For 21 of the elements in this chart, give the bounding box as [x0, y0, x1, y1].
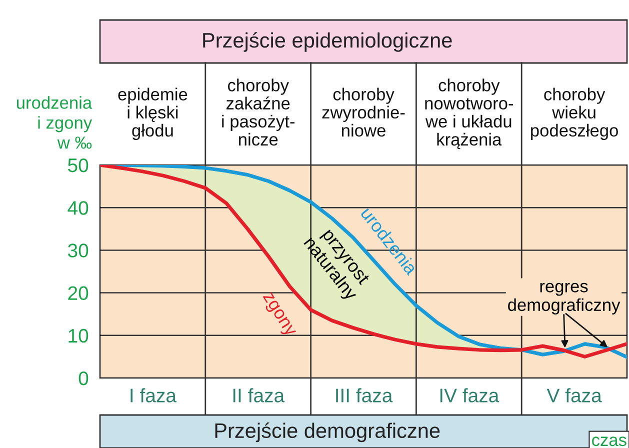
y-axis-title: urodzenia i zgony w ‰	[16, 96, 92, 149]
text: III faza	[336, 388, 393, 402]
text: II faza	[233, 388, 285, 402]
y-tick-label: 20	[68, 286, 88, 300]
text: choroby wieku podeszłego	[531, 88, 618, 140]
y-tick-label: 10	[68, 328, 88, 343]
y-tick-label: 50	[68, 158, 88, 172]
text: V faza	[546, 388, 602, 402]
annotation: regres demograficzny	[508, 282, 620, 314]
text: choroby zakaźne i pasożyt- nicze	[222, 78, 294, 146]
x-axis-title: czas	[592, 436, 626, 446]
text: choroby nowotworo- we i układu krążenia	[425, 78, 513, 150]
y-tick-label: 40	[68, 201, 88, 215]
text: choroby zwyrodnie- niowe	[322, 88, 405, 137]
text: Przejście demograficzne	[215, 422, 440, 442]
y-tick-label: 30	[68, 244, 88, 258]
y-tick-label: 0	[78, 371, 88, 386]
chart-title: Przejście epidemiologiczne	[203, 32, 452, 52]
text: IV faza	[440, 388, 500, 402]
text: epidemie i klęski głodu	[118, 88, 188, 140]
text: I faza	[130, 388, 176, 402]
